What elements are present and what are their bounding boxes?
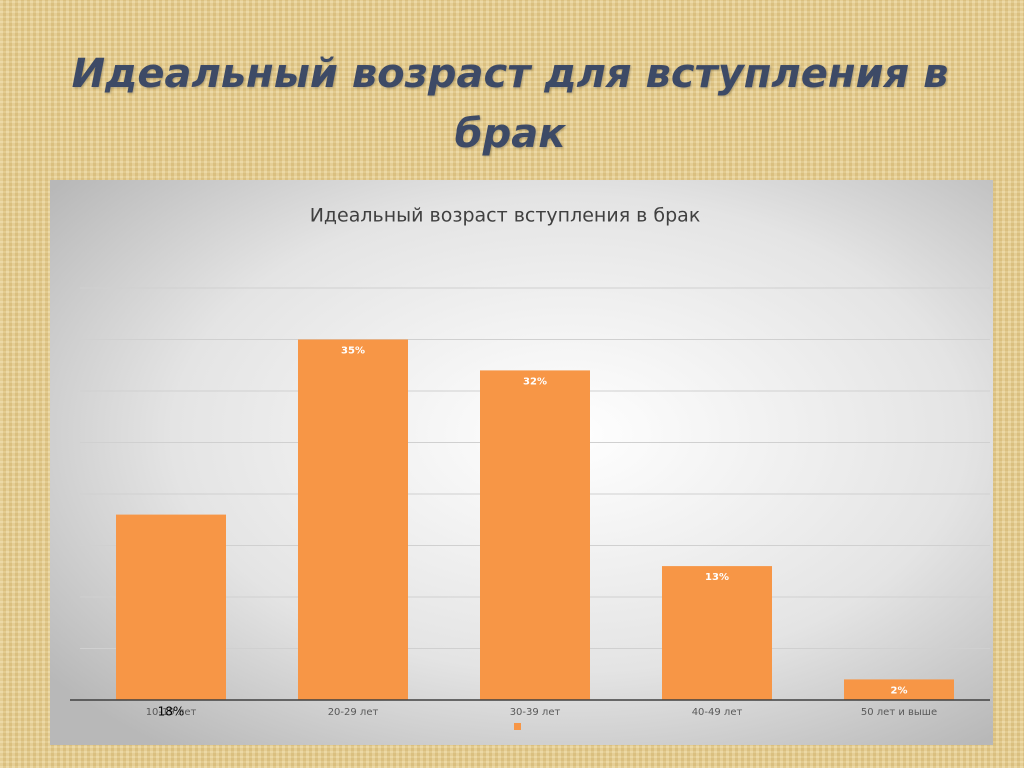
x-tick-label: 50 лет и выше <box>861 707 937 718</box>
bar <box>116 514 226 700</box>
bar <box>480 370 590 700</box>
x-tick-label: 20-29 лет <box>328 707 379 718</box>
value-label: 13% <box>705 572 729 583</box>
x-tick-label: 30-39 лет <box>510 707 561 718</box>
x-tick-label: 40-49 лет <box>692 707 743 718</box>
legend-marker <box>514 723 521 730</box>
value-label: 35% <box>341 346 365 357</box>
bar <box>662 566 772 700</box>
value-label: 18% <box>158 705 185 719</box>
value-label: 32% <box>523 376 547 387</box>
bar <box>844 679 954 700</box>
value-label: 2% <box>891 685 908 696</box>
x-tick-label: 10-19 лет <box>146 707 197 718</box>
slide-title: Идеальный возраст для вступления в брак <box>71 51 949 157</box>
bar <box>298 339 408 700</box>
chart-title: Идеальный возраст вступления в брак <box>310 205 701 227</box>
